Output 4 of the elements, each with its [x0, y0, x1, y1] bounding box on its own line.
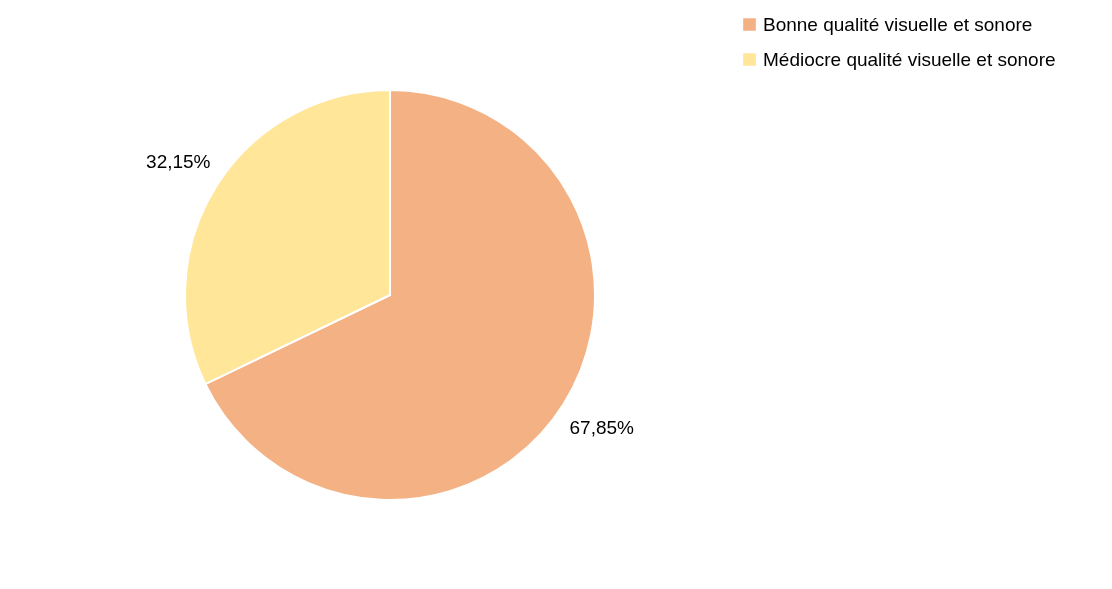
legend-label: Médiocre qualité visuelle et sonore — [763, 48, 1056, 70]
data-label: 32,15% — [146, 151, 211, 173]
data-label: 67,85% — [569, 416, 635, 438]
legend-label: Bonne qualité visuelle et sonore — [763, 13, 1033, 35]
